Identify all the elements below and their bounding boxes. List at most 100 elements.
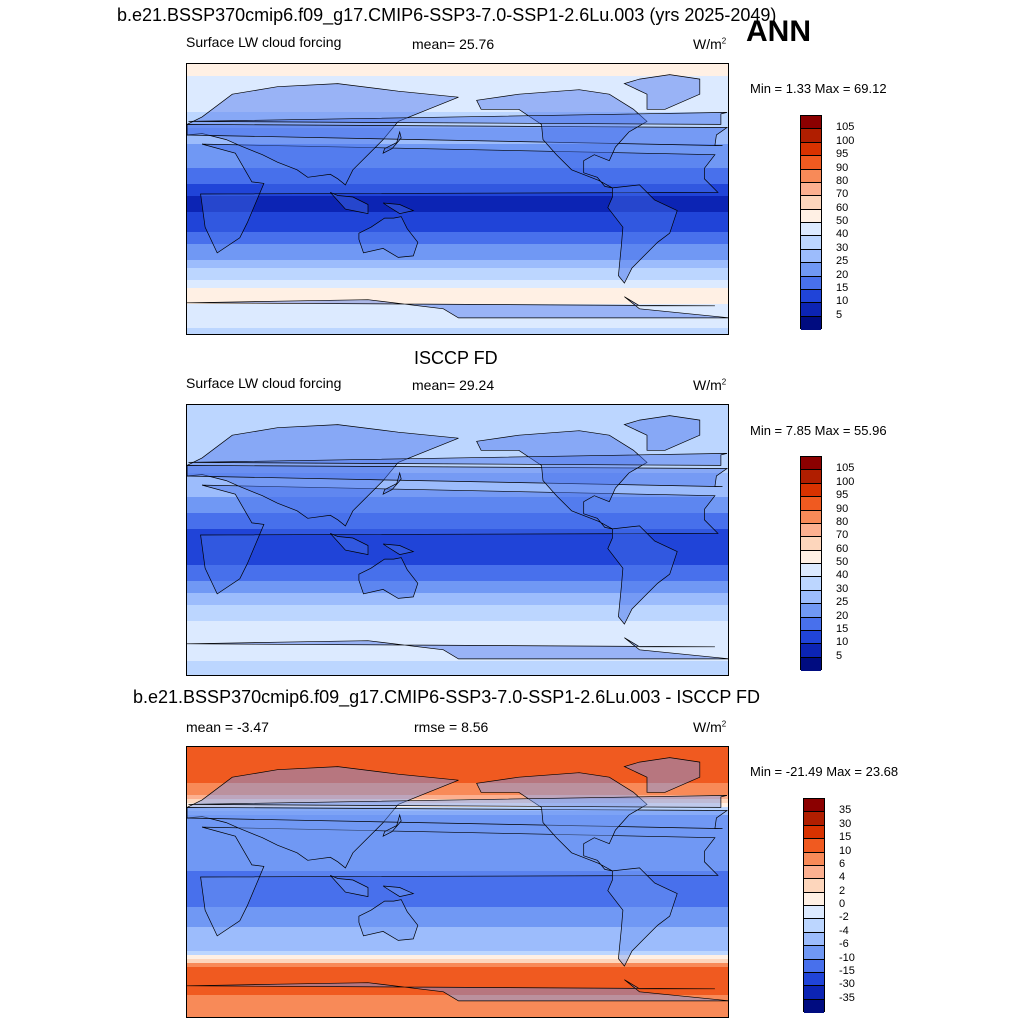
field-band bbox=[187, 629, 728, 634]
field-band bbox=[187, 907, 728, 912]
panel3-units: W/m2 bbox=[693, 719, 727, 735]
colorbar-tick-label: 4 bbox=[839, 871, 846, 884]
field-band bbox=[187, 409, 728, 414]
field-band bbox=[187, 112, 728, 117]
coastline bbox=[330, 192, 369, 215]
field-band bbox=[187, 64, 728, 69]
field-band bbox=[187, 108, 728, 113]
field-band bbox=[187, 799, 728, 804]
colorbar-swatch bbox=[804, 999, 824, 1013]
field-band bbox=[187, 489, 728, 494]
field-band bbox=[187, 959, 728, 964]
field-band bbox=[187, 180, 728, 185]
field-band bbox=[187, 529, 728, 534]
field-band bbox=[187, 425, 728, 430]
field-band bbox=[187, 513, 728, 518]
field-band bbox=[187, 927, 728, 932]
field-band bbox=[187, 228, 728, 233]
field-band bbox=[187, 665, 728, 670]
panel2-units: W/m2 bbox=[693, 377, 727, 393]
field-band bbox=[187, 445, 728, 450]
field-band bbox=[187, 891, 728, 896]
field-band bbox=[187, 783, 728, 788]
field-band bbox=[187, 803, 728, 808]
field-band bbox=[187, 637, 728, 642]
colorbar-tick-label: 50 bbox=[836, 556, 849, 568]
field-band bbox=[187, 935, 728, 940]
field-band bbox=[187, 899, 728, 904]
field-band bbox=[187, 164, 728, 169]
field-band bbox=[187, 304, 728, 309]
field-band bbox=[187, 621, 728, 626]
colorbar-tick-label: 10 bbox=[839, 844, 852, 857]
field-band bbox=[187, 1007, 728, 1012]
field-band bbox=[187, 915, 728, 920]
colorbar-swatch bbox=[804, 865, 824, 880]
field-band bbox=[187, 851, 728, 856]
field-band bbox=[187, 280, 728, 285]
colorbar-swatch bbox=[801, 537, 821, 551]
coastline bbox=[187, 637, 728, 660]
field-band bbox=[187, 943, 728, 948]
colorbar-swatch bbox=[804, 946, 824, 960]
field-band bbox=[187, 140, 728, 145]
coastline bbox=[382, 130, 402, 154]
field-band bbox=[187, 296, 728, 301]
field-band bbox=[187, 1015, 728, 1017]
field-band bbox=[187, 437, 728, 442]
colorbar-swatch bbox=[804, 879, 824, 893]
field-band bbox=[187, 819, 728, 824]
field-band bbox=[187, 641, 728, 646]
field-band bbox=[187, 413, 728, 418]
field-band bbox=[187, 248, 728, 253]
colorbar-tick-label: 5 bbox=[836, 308, 843, 321]
field-band bbox=[187, 168, 728, 173]
coastline bbox=[187, 766, 459, 869]
colorbar-swatch bbox=[801, 209, 821, 223]
panel3-minmax: Min = -21.49 Max = 23.68 bbox=[750, 764, 899, 779]
field-band bbox=[187, 779, 728, 784]
field-band bbox=[187, 617, 728, 622]
field-band bbox=[187, 312, 728, 317]
field-band bbox=[187, 68, 728, 73]
colorbar-tick-label: 80 bbox=[836, 515, 849, 528]
coastline bbox=[382, 202, 415, 214]
colorbar-tick-label: 10 bbox=[836, 295, 849, 308]
field-band bbox=[187, 493, 728, 498]
field-band bbox=[187, 116, 728, 121]
panel3-mean-label: mean = -3.47 bbox=[186, 719, 269, 735]
field-band bbox=[187, 657, 728, 662]
field-band bbox=[187, 196, 728, 201]
field-band bbox=[187, 609, 728, 614]
field-band bbox=[187, 561, 728, 566]
field-band bbox=[187, 633, 728, 638]
colorbar-swatch bbox=[801, 156, 821, 170]
season-label: ANN bbox=[746, 15, 811, 48]
field-band bbox=[187, 473, 728, 478]
field-band bbox=[187, 525, 728, 530]
field-band bbox=[187, 288, 728, 293]
field-band bbox=[187, 292, 728, 297]
field-band bbox=[187, 224, 728, 229]
colorbar-tick-label: -6 bbox=[839, 938, 849, 951]
field-band bbox=[187, 549, 728, 554]
colorbar-swatch bbox=[804, 986, 824, 1000]
field-band bbox=[187, 308, 728, 313]
field-band bbox=[187, 887, 728, 892]
field-band bbox=[187, 759, 728, 764]
colorbar-swatch bbox=[804, 812, 824, 826]
colorbar-tick-label: -15 bbox=[839, 964, 855, 977]
field-band bbox=[187, 831, 728, 836]
panel1-variable-label: Surface LW cloud forcing bbox=[186, 34, 342, 50]
colorbar-tick-label: 40 bbox=[836, 569, 849, 582]
field-band bbox=[187, 268, 728, 273]
coastline bbox=[358, 557, 419, 599]
field-band bbox=[187, 755, 728, 760]
panel2-title: ISCCP FD bbox=[414, 348, 498, 368]
field-band bbox=[187, 1003, 728, 1008]
field-band bbox=[187, 605, 728, 610]
field-band bbox=[187, 843, 728, 848]
field-band bbox=[187, 505, 728, 510]
colorbar-swatch bbox=[804, 972, 824, 987]
field-band bbox=[187, 971, 728, 976]
